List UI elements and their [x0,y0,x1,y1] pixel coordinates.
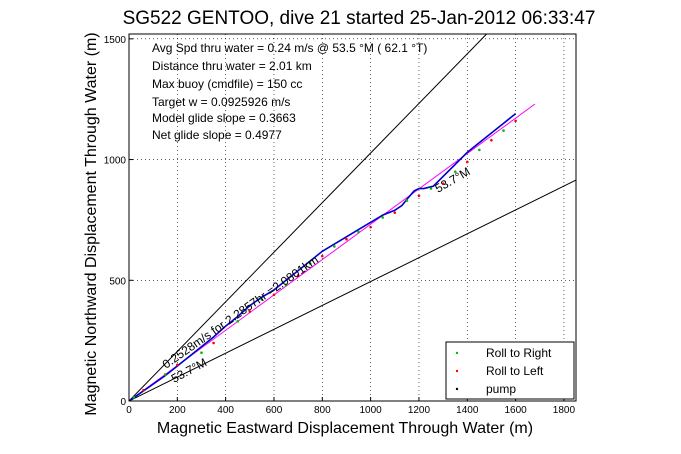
point-roll-to-right [333,245,336,248]
info-model-glide: Model glide slope = 0.3663 [152,111,296,125]
x-tick-label: 1000 [359,405,382,416]
point-roll-to-right [429,187,433,190]
y-tick-label: 1500 [104,35,127,46]
legend-label-roll-right: Roll to Right [486,346,552,360]
plot-content [129,34,576,401]
point-roll-to-left [248,310,252,313]
point-roll-to-left [441,182,445,185]
point-roll-to-left [176,363,179,367]
glide-slope-line-2 [129,179,576,401]
x-tick-label: 0 [126,405,132,416]
point-roll-to-right [163,373,167,376]
info-block: Avg Spd thru water = 0.24 m/s @ 53.5 °M … [152,41,427,142]
y-axis: 0 500 1000 1500 [104,35,133,408]
point-roll-to-left [417,194,421,198]
point-roll-to-right [284,283,288,287]
y-axis-label: Magnetic Northward Displacement Through … [83,32,100,415]
grid-lines [129,34,576,401]
legend-label-roll-left: Roll to Left [486,364,544,378]
x-tick-label: 1200 [408,405,431,416]
chart-title: SG522 GENTOO, dive 21 started 25-Jan-201… [123,8,596,29]
track-line [129,113,517,401]
point-roll-to-left [345,237,348,241]
point-roll-to-right [357,230,360,234]
legend: Roll to Right Roll to Left pump [445,341,575,400]
x-tick-label: 800 [314,405,331,416]
point-roll-to-right [260,298,264,301]
point-roll-to-right [236,320,240,323]
legend-label-pump: pump [486,382,516,396]
legend-marker-roll-right [455,351,459,355]
point-roll-to-right [502,129,505,132]
legend-marker-roll-left [455,369,459,373]
x-axis: 0 200 400 600 800 1000 1200 1400 1600 1800 [126,397,575,416]
glide-slope-lines [129,34,576,401]
point-roll-to-left [296,274,300,277]
glide-slope-line-1 [129,34,487,401]
point-roll-to-left [142,388,145,392]
x-tick-label: 1800 [553,405,576,416]
point-roll-to-left [514,119,517,123]
track-group [129,113,517,401]
info-max-buoy: Max buoy (cmdfile) = 150 cc [152,77,302,91]
point-roll-to-left [393,211,397,214]
plot-frame [128,33,577,402]
x-tick-label: 1600 [504,405,527,416]
y-tick-label: 500 [109,276,126,287]
point-roll-to-left [465,160,469,164]
x-tick-label: 200 [169,405,186,416]
legend-box [445,341,575,400]
point-roll-to-left [320,254,324,258]
info-net-glide: Net glide slope = 0.4977 [152,128,282,142]
point-roll-to-left [272,293,276,297]
point-roll-to-right [308,262,312,265]
point-roll-to-right [453,170,457,173]
info-distance: Distance thru water = 2.01 km [152,59,312,73]
point-roll-to-right [200,351,203,355]
x-tick-label: 1400 [456,405,479,416]
point-roll-to-left [369,225,372,229]
point-roll-to-right [381,216,385,219]
x-tick-label: 400 [217,405,234,416]
point-roll-to-left [490,138,493,142]
y-tick-label: 1000 [104,156,127,167]
info-avg-speed: Avg Spd thru water = 0.24 m/s @ 53.5 °M … [152,41,427,55]
y-tick-label: 0 [120,397,126,408]
plot-area [129,34,576,401]
point-roll-to-right [478,148,481,152]
point-roll-to-right [405,199,409,202]
point-roll-to-right [132,396,136,399]
x-axis-label: Magnetic Eastward Displacement Through W… [157,420,533,437]
legend-marker-pump [455,387,459,391]
point-roll-to-left [212,341,215,345]
info-target-w: Target w = 0.0925926 m/s [152,95,290,109]
x-tick-label: 600 [266,405,283,416]
marker-group [129,119,517,401]
